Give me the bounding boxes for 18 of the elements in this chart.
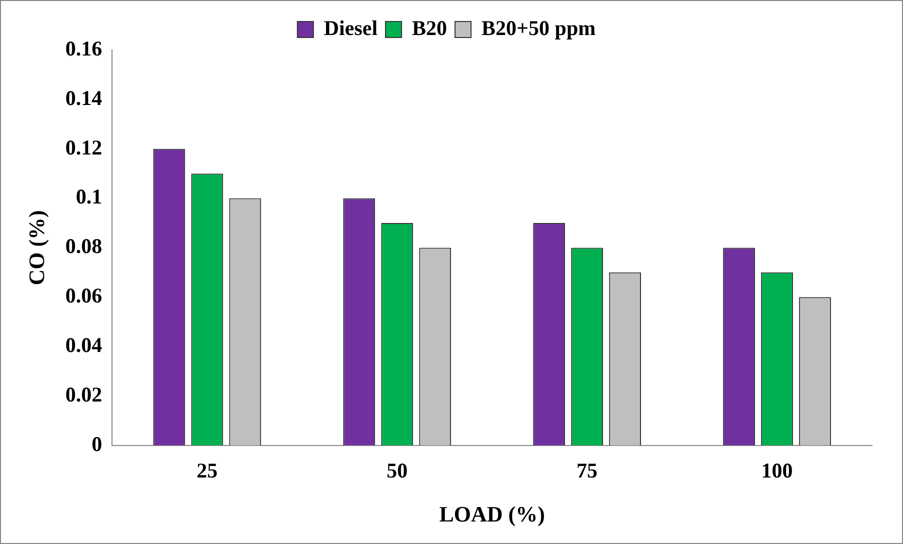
x-tick-label: 100 [761,458,793,482]
y-tick-label: 0.06 [65,284,102,308]
y-tick-label: 0.14 [65,86,103,110]
y-tick-label: 0.02 [65,382,102,406]
x-tick-label: 25 [196,458,218,482]
x-tick-label: 75 [576,458,598,482]
legend-label: Diesel [324,16,378,40]
y-axis-title: CO (%) [24,210,49,286]
y-tick-label: 0.16 [65,36,102,60]
x-axis-title: LOAD (%) [439,501,545,526]
legend-label: B20 [412,16,448,40]
y-tick-label: 0.04 [65,332,103,357]
y-tick-label: 0 [92,432,102,456]
y-tick-label: 0.08 [65,234,102,258]
legend-label: B20+50 ppm [482,16,596,40]
y-tick-label: 0.12 [65,135,102,160]
x-tick-label: 50 [386,458,408,482]
y-tick-label: 0.1 [76,184,102,209]
